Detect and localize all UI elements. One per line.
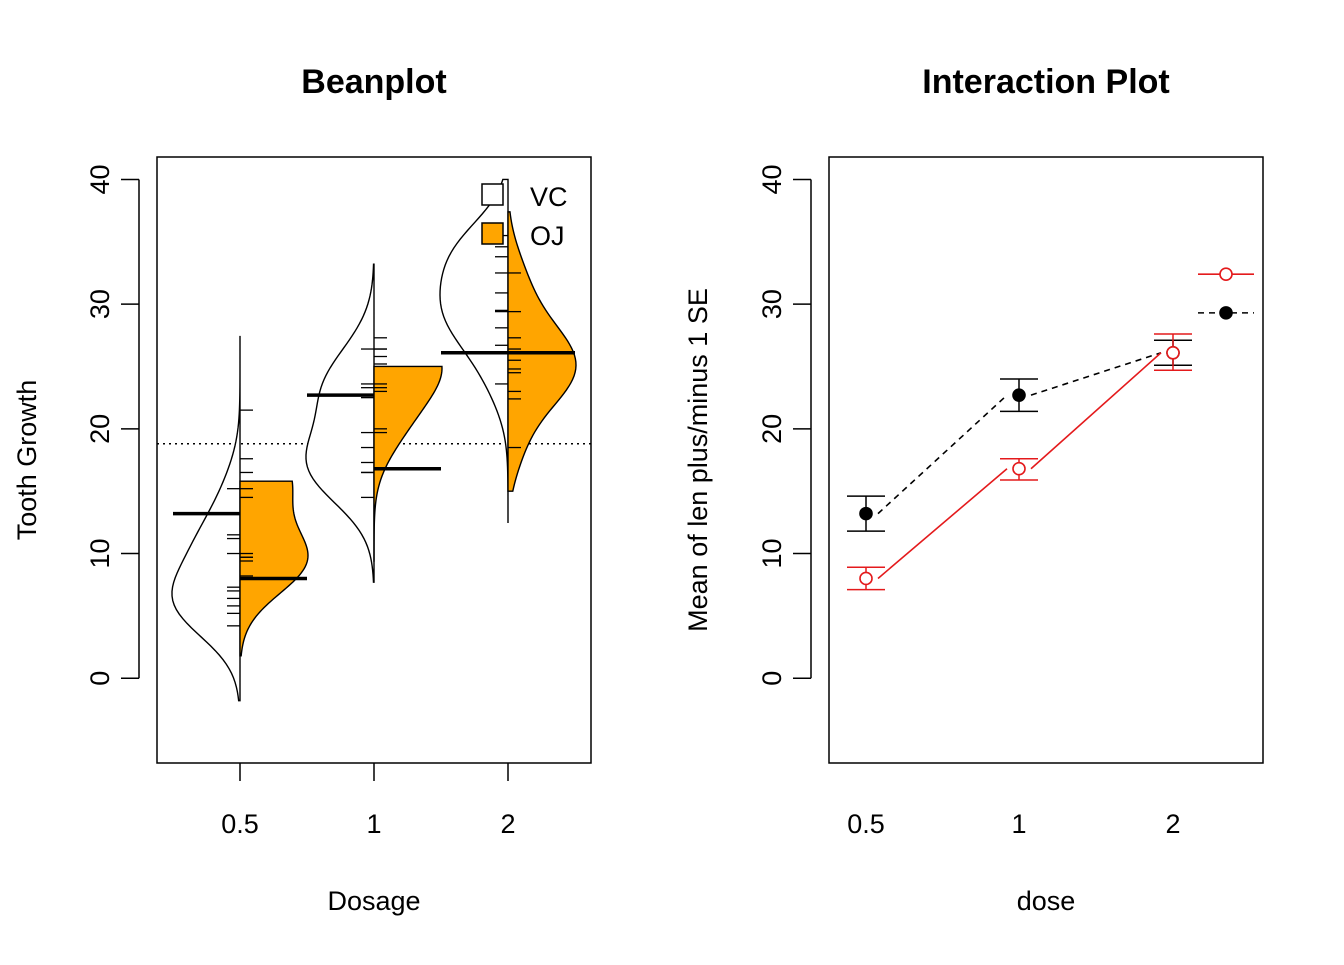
legend-swatch-vc [481,183,504,206]
interaction-series [847,267,1254,591]
interaction-x-axis: 0.5 1 2 [847,809,1180,839]
beanplot-x-axis: 0.5 1 2 [221,763,516,839]
legend-label-oj: OJ [530,221,565,251]
interaction-y-axis-label: Mean of len plus/minus 1 SE [683,288,713,632]
interaction-plot-box [828,156,1264,764]
interaction-plot-title: Interaction Plot [922,63,1169,101]
interaction-trace-label-point [1219,306,1233,320]
interaction-mean-point [1166,345,1180,360]
interaction-mean-point [1012,461,1026,476]
interaction-line-segment [877,468,1008,580]
interaction-line-segment [1030,352,1162,396]
interaction-trace-label-point [1219,267,1233,282]
beanplot-beans [157,178,591,702]
interaction-mean-point [859,571,873,586]
legend-label-vc: VC [530,182,568,212]
beanplot-panel: Beanplot Dosage Tooth Growth 0 10 20 30 40 0… [12,63,592,916]
x-tick-label: 0.5 [847,809,885,839]
y-tick-label: 10 [85,538,115,568]
bean-oj-1 [373,365,443,562]
bean-vc-0_5 [171,336,241,702]
beanplot-title: Beanplot [301,63,446,101]
x-tick-label: 2 [500,809,515,839]
y-tick-label: 30 [85,289,115,319]
interaction-mean-point [859,506,873,521]
x-tick-label: 0.5 [221,809,259,839]
interaction-line-segment [1030,352,1162,470]
interaction-y-axis: 0 10 20 30 40 [757,164,812,686]
x-tick-label: 2 [1165,809,1180,839]
y-tick-label: 20 [85,414,115,444]
legend-swatch-oj [481,222,504,245]
beanplot-y-axis-label: Tooth Growth [12,380,42,541]
y-tick-label: 10 [757,538,787,568]
bean-vc-1 [305,263,375,583]
interaction-mean-point [1012,388,1026,402]
interaction-line-segment [877,394,1008,515]
beanplot-y-axis: 0 10 20 30 40 [85,164,140,686]
y-tick-label: 30 [757,289,787,319]
bean-oj-0_5 [239,480,309,657]
interaction-x-axis-label: dose [1017,886,1076,916]
y-tick-label: 0 [757,671,787,686]
y-tick-label: 40 [85,164,115,194]
x-tick-label: 1 [366,809,381,839]
beanplot-legend: VC OJ [481,182,568,251]
interaction-plot-panel: Interaction Plot dose Mean of len plus/m… [683,63,1264,916]
y-tick-label: 0 [85,671,115,686]
y-tick-label: 40 [757,164,787,194]
x-tick-label: 1 [1011,809,1026,839]
beanplot-x-axis-label: Dosage [327,886,420,916]
y-tick-label: 20 [757,414,787,444]
